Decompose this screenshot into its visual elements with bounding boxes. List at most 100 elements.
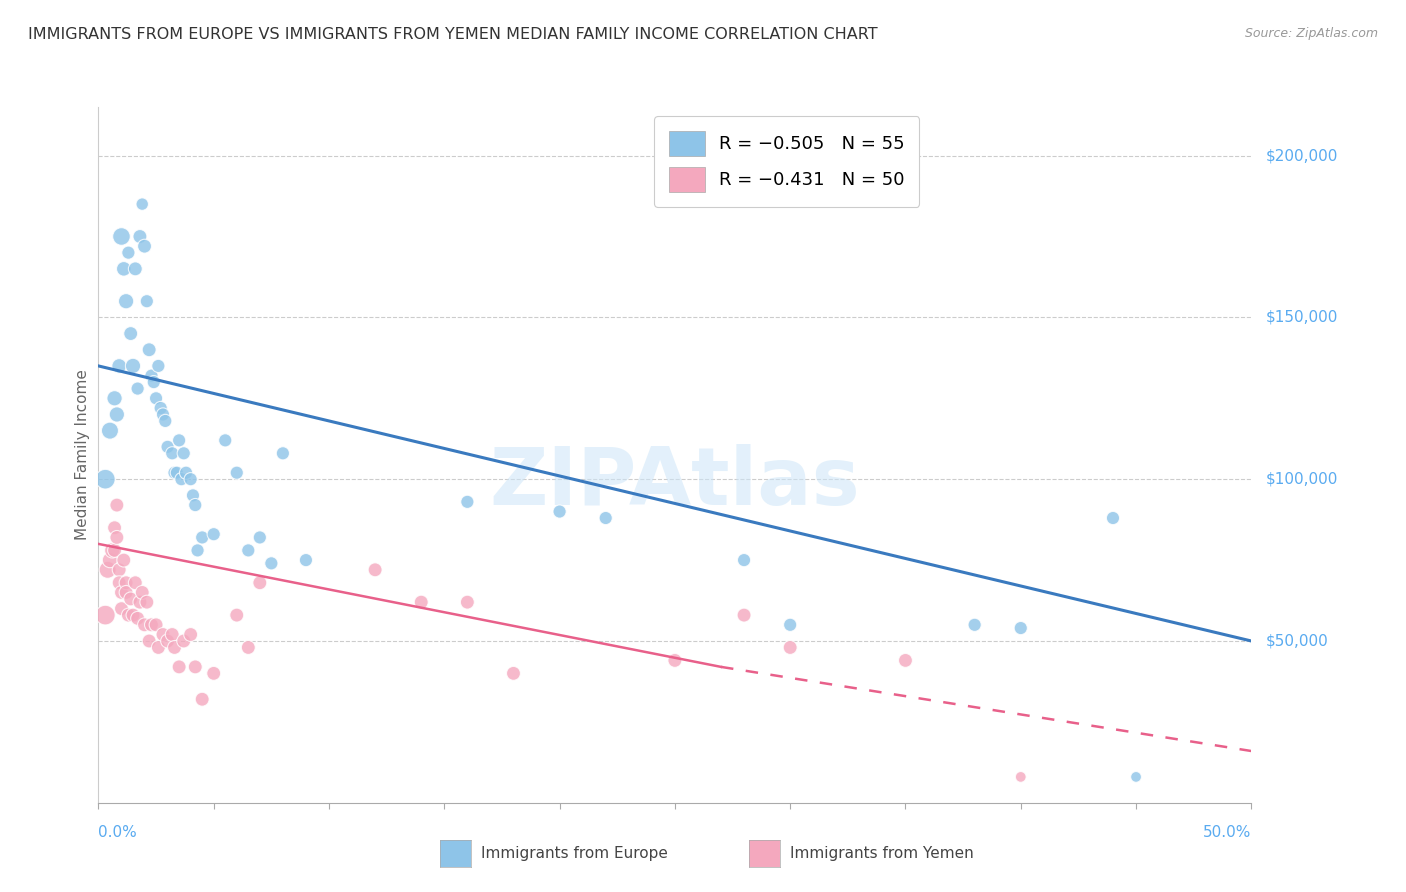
Point bbox=[103, 392, 125, 406]
Point bbox=[249, 531, 271, 545]
Point bbox=[115, 585, 138, 599]
Point bbox=[180, 627, 202, 641]
Point bbox=[122, 359, 145, 373]
Point bbox=[202, 527, 225, 541]
Text: $150,000: $150,000 bbox=[1265, 310, 1337, 325]
Point bbox=[1102, 511, 1125, 525]
Point bbox=[664, 653, 686, 667]
Point bbox=[138, 343, 160, 357]
Point bbox=[173, 634, 195, 648]
Point bbox=[456, 495, 478, 509]
Point bbox=[167, 434, 190, 448]
Legend: R = −0.505   N = 55, R = −0.431   N = 50: R = −0.505 N = 55, R = −0.431 N = 50 bbox=[654, 116, 920, 207]
Point bbox=[163, 640, 186, 655]
Point bbox=[115, 294, 138, 309]
Point bbox=[94, 472, 117, 486]
Point bbox=[1010, 621, 1032, 635]
Point bbox=[141, 368, 163, 383]
Point bbox=[152, 408, 174, 422]
Point bbox=[145, 617, 167, 632]
Point bbox=[105, 408, 128, 422]
Point bbox=[733, 553, 755, 567]
Text: $200,000: $200,000 bbox=[1265, 148, 1337, 163]
Point bbox=[129, 595, 152, 609]
Point bbox=[134, 617, 156, 632]
Point bbox=[155, 414, 177, 428]
Point bbox=[214, 434, 236, 448]
Point bbox=[112, 261, 135, 276]
Point bbox=[174, 466, 197, 480]
Point bbox=[98, 424, 121, 438]
Point bbox=[122, 608, 145, 623]
Text: Immigrants from Europe: Immigrants from Europe bbox=[481, 847, 668, 861]
Text: IMMIGRANTS FROM EUROPE VS IMMIGRANTS FROM YEMEN MEDIAN FAMILY INCOME CORRELATION: IMMIGRANTS FROM EUROPE VS IMMIGRANTS FRO… bbox=[28, 27, 877, 42]
Point bbox=[135, 595, 157, 609]
Point bbox=[166, 466, 188, 480]
Point bbox=[141, 617, 163, 632]
Point bbox=[364, 563, 387, 577]
Point bbox=[115, 575, 138, 590]
Point bbox=[963, 617, 986, 632]
Point bbox=[103, 543, 125, 558]
Point bbox=[156, 440, 179, 454]
Point bbox=[595, 511, 617, 525]
Point bbox=[249, 575, 271, 590]
Point bbox=[456, 595, 478, 609]
Point bbox=[238, 543, 260, 558]
Point bbox=[894, 653, 917, 667]
Point bbox=[779, 617, 801, 632]
Point bbox=[148, 640, 170, 655]
Point bbox=[110, 585, 132, 599]
Point bbox=[156, 634, 179, 648]
Point bbox=[733, 608, 755, 623]
Point bbox=[779, 640, 801, 655]
Point bbox=[108, 359, 131, 373]
Text: 0.0%: 0.0% bbox=[98, 825, 138, 840]
Point bbox=[120, 326, 142, 341]
Point bbox=[145, 392, 167, 406]
Point bbox=[191, 531, 214, 545]
Point bbox=[110, 229, 132, 244]
Point bbox=[502, 666, 524, 681]
Point bbox=[94, 608, 117, 623]
Point bbox=[225, 608, 247, 623]
Text: Immigrants from Yemen: Immigrants from Yemen bbox=[790, 847, 974, 861]
Point bbox=[271, 446, 294, 460]
Point bbox=[148, 359, 170, 373]
Point bbox=[295, 553, 318, 567]
Point bbox=[1125, 770, 1147, 784]
Point bbox=[101, 543, 124, 558]
Point bbox=[108, 563, 131, 577]
Point bbox=[202, 666, 225, 681]
Point bbox=[105, 531, 128, 545]
Point bbox=[131, 197, 153, 211]
Text: Source: ZipAtlas.com: Source: ZipAtlas.com bbox=[1244, 27, 1378, 40]
Point bbox=[187, 543, 209, 558]
Point bbox=[152, 627, 174, 641]
Point bbox=[124, 575, 146, 590]
Point bbox=[548, 504, 571, 518]
Text: 50.0%: 50.0% bbox=[1204, 825, 1251, 840]
Text: $100,000: $100,000 bbox=[1265, 472, 1337, 487]
Point bbox=[167, 660, 190, 674]
Y-axis label: Median Family Income: Median Family Income bbox=[75, 369, 90, 541]
Point bbox=[124, 261, 146, 276]
Point bbox=[238, 640, 260, 655]
Point bbox=[105, 498, 128, 512]
Point bbox=[149, 401, 172, 415]
Point bbox=[184, 660, 207, 674]
Point bbox=[138, 634, 160, 648]
Point bbox=[142, 375, 165, 389]
Point bbox=[117, 608, 139, 623]
Point bbox=[97, 563, 120, 577]
Point bbox=[160, 627, 183, 641]
Point bbox=[110, 601, 132, 615]
Point bbox=[163, 466, 186, 480]
Point bbox=[129, 229, 152, 244]
Point bbox=[173, 446, 195, 460]
Point bbox=[112, 553, 135, 567]
Point bbox=[180, 472, 202, 486]
Point bbox=[160, 446, 183, 460]
Point bbox=[411, 595, 433, 609]
Point bbox=[135, 294, 157, 309]
